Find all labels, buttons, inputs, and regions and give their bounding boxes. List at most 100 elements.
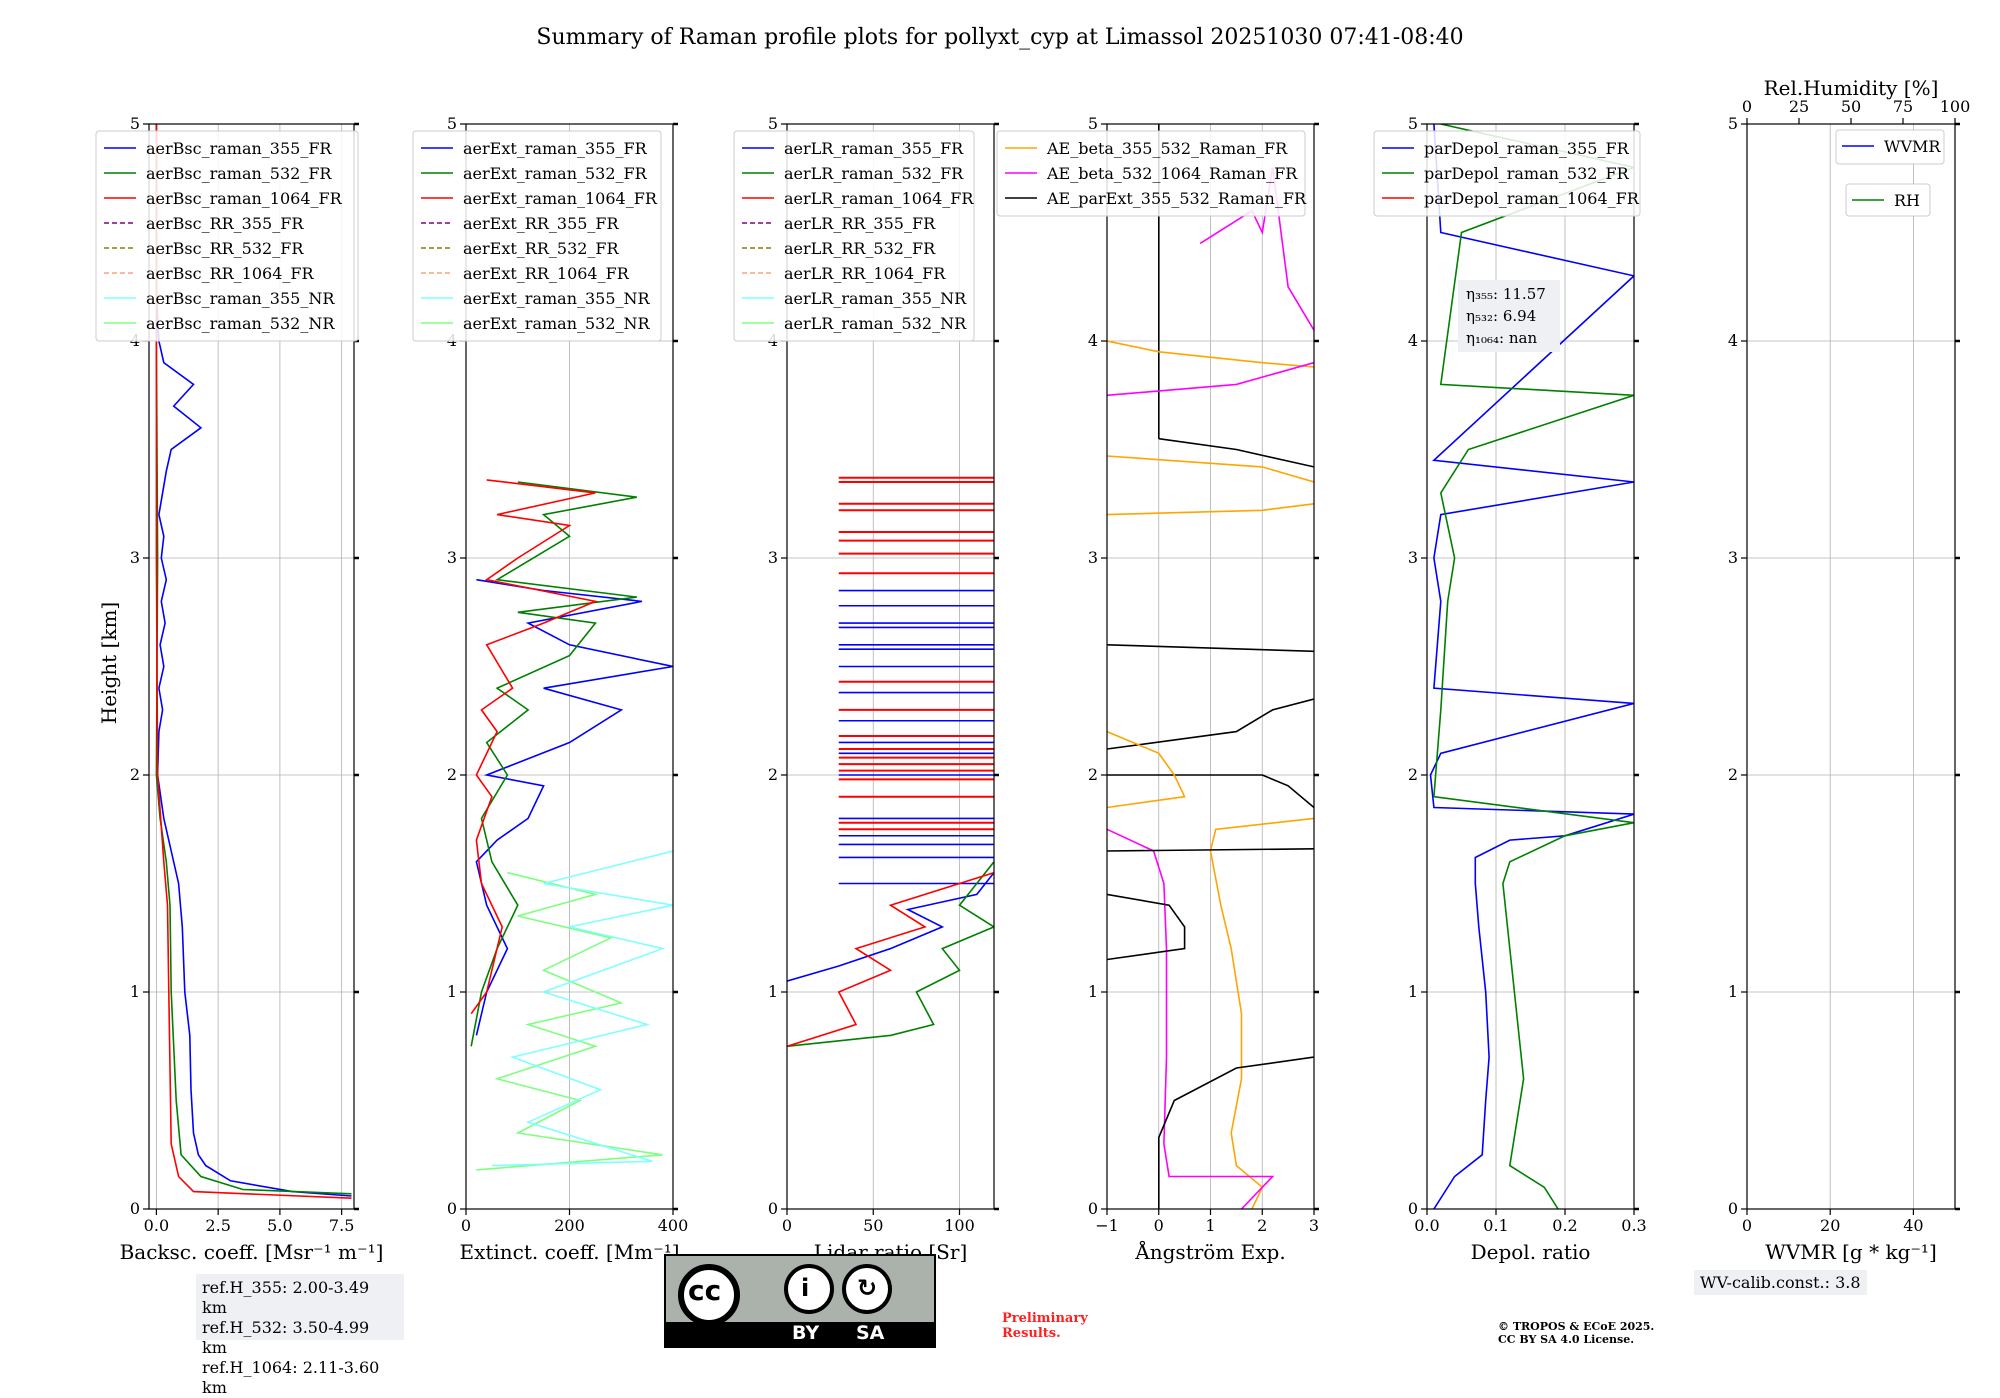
legend-label: aerBsc_raman_355_FR	[146, 139, 332, 158]
legend-label: aerLR_raman_355_NR	[784, 289, 967, 308]
y-tick-label: 0	[1728, 1199, 1738, 1218]
legend: aerLR_raman_355_FR aerLR_raman_532_FR aerL…	[733, 130, 975, 342]
legend-label: aerExt_raman_532_FR	[463, 164, 648, 183]
series-line-AE_parExt_355_532_Raman_FR	[1158, 1056, 1314, 1209]
panel-depol: 0.0 0.1 0.2 0.3 0 1 2 3 4 5 Depol. ratio parDepol_r…	[1373, 114, 1647, 1264]
legend-label: RH	[1894, 191, 1920, 210]
y-tick-label: 2	[1088, 765, 1098, 784]
x-tick-label: 2	[1257, 1216, 1267, 1235]
x-tick-label: 5.0	[267, 1216, 292, 1235]
legend-label: aerExt_RR_1064_FR	[463, 264, 630, 283]
cc-sa-label: SA	[856, 1322, 885, 1344]
panel-bsc: 0.02.55.07.5012345Backsc. coeff. [Msr⁻¹ …	[95, 114, 384, 1264]
series-line-aerBsc_raman_355_FR	[155, 124, 352, 1197]
x-tick-label: 40	[1903, 1216, 1923, 1235]
x-tick-label: 0.0	[144, 1216, 169, 1235]
series-line-aerExt_raman_532_FR	[470, 481, 637, 1047]
top-x-tick-label: 50	[1841, 97, 1861, 116]
y-tick-label: 5	[1408, 114, 1418, 133]
series-line-AE_beta_355_532_Raman_FR	[1209, 817, 1314, 1209]
x-tick-label: 0.3	[1621, 1216, 1646, 1235]
x-axis-label: Ångström Exp.	[1134, 1239, 1285, 1264]
series-line-parDepol_raman_355_FR	[1429, 124, 1634, 1209]
panel-wv: 0 20 40 0 1 2 3 4 5 WVMR [g * kg⁻¹] 0 25 50 75 100Rel.…	[1728, 76, 1970, 1264]
series-line-AE_parExt_355_532_Raman_FR_b	[1107, 893, 1186, 961]
cc-license-badge: cc i ↻ BY SA	[664, 1254, 936, 1348]
x-tick-label: 20	[1820, 1216, 1840, 1235]
y-tick-label: 3	[130, 548, 140, 567]
series-line-AE_parExt_355_532_Raman_FR_d	[1107, 774, 1314, 809]
y-tick-label: 0	[130, 1199, 140, 1218]
y-tick-label: 3	[768, 548, 778, 567]
series-line-AE_beta_355_532_Raman_FR_e	[1107, 730, 1186, 809]
series-line-aerExt_raman_355_NR	[491, 850, 673, 1167]
x-axis-label: WVMR [g * kg⁻¹]	[1765, 1240, 1937, 1264]
y-tick-label: 1	[768, 982, 778, 1001]
y-tick-label: 1	[1408, 982, 1418, 1001]
y-tick-label: 2	[768, 765, 778, 784]
y-tick-label: 3	[1408, 548, 1418, 567]
legend-box	[95, 130, 359, 342]
y-tick-label: 5	[768, 114, 778, 133]
y-tick-label: 5	[130, 114, 140, 133]
series-line-AE_beta_355_532_Raman_FR_d	[1107, 340, 1314, 368]
legend-label: aerBsc_RR_355_FR	[146, 214, 304, 233]
reference-height-box: ref.H_355: 2.00-3.49 km ref.H_532: 3.50-…	[196, 1274, 404, 1397]
legend-box	[1845, 183, 1931, 217]
legend: aerExt_raman_355_FR aerExt_raman_532_FRae…	[412, 130, 662, 342]
x-tick-label: 100	[944, 1216, 975, 1235]
legend-label: aerExt_raman_355_FR	[463, 139, 648, 158]
legend-label: aerLR_raman_532_FR	[784, 164, 964, 183]
panel-ext: 0200400012345Extinct. coeff. [Mm⁻¹]aerEx…	[412, 114, 689, 1264]
legend-label: aerLR_raman_355_FR	[784, 139, 964, 158]
preliminary-line-2: Results.	[1002, 1326, 1061, 1341]
ref-h-1064: ref.H_1064: 2.11-3.60 km	[202, 1358, 380, 1397]
legend-label: AE_beta_355_532_Raman_FR	[1046, 139, 1288, 158]
y-tick-label: 0	[768, 1199, 778, 1218]
series-line-aerExt_raman_532_NR	[476, 871, 663, 1171]
legend-label: AE_parExt_355_532_Raman_FR	[1046, 189, 1307, 208]
x-axis-label: Backsc. coeff. [Msr⁻¹ m⁻¹]	[120, 1240, 384, 1264]
cc-circle-icon	[678, 1264, 740, 1326]
copyright-line-1: © TROPOS & ECoE 2025.	[1498, 1320, 1655, 1333]
share-alike-icon: ↻	[842, 1264, 892, 1314]
y-tick-label: 5	[447, 114, 457, 133]
y-tick-label: 2	[130, 765, 140, 784]
legend-label: aerLR_raman_1064_FR	[784, 189, 974, 208]
legend-label: aerExt_RR_355_FR	[463, 214, 620, 233]
series-line-aerBsc_raman_532_FR	[155, 124, 352, 1195]
panel-lr: 050100012345Lidar ratio [Sr]aerLR_raman_…	[733, 114, 999, 1264]
series-line-aerExt_raman_355_FR	[475, 578, 673, 1036]
x-tick-label: 0.0	[1414, 1216, 1439, 1235]
legend-label: aerLR_RR_355_FR	[784, 214, 936, 233]
wv-calibration-box: WV-calib.const.: 3.8	[1694, 1270, 1867, 1295]
y-tick-label: 2	[1408, 765, 1418, 784]
legend-label: aerLR_raman_532_NR	[784, 314, 967, 333]
ref-h-532: ref.H_532: 3.50-4.99 km	[202, 1318, 370, 1357]
preliminary-line-1: Preliminary	[1002, 1311, 1088, 1326]
x-tick-label: 200	[554, 1216, 585, 1235]
annotation-line: η₃₅₅: 11.57	[1466, 285, 1546, 303]
series-line-AE_beta_532_1064_Raman_FR_b	[1107, 361, 1314, 397]
legend-label: aerBsc_raman_532_FR	[146, 164, 332, 183]
x-tick-label: 3	[1309, 1216, 1319, 1235]
axes-frame	[1426, 123, 1635, 1210]
legend-label: aerExt_raman_355_NR	[463, 289, 651, 308]
figure: Summary of Raman profile plots for polly…	[95, 25, 1970, 1264]
y-tick-label: 4	[1408, 331, 1418, 350]
x-tick-label: 0	[1742, 1216, 1752, 1235]
legend-box	[412, 130, 662, 342]
top-x-tick-label: 25	[1789, 97, 1809, 116]
x-tick-label: 400	[658, 1216, 689, 1235]
annotation-box	[1458, 280, 1560, 352]
series-line-aerBsc_raman_1064_FR	[155, 124, 352, 1199]
series-line-aerLR_raman_355_FR	[787, 872, 994, 982]
y-tick-label: 5	[1088, 114, 1098, 133]
x-tick-label: 0	[782, 1216, 792, 1235]
legend-label: aerExt_RR_532_FR	[463, 239, 620, 258]
y-tick-label: 3	[1088, 548, 1098, 567]
legend: WVMR RH	[1835, 129, 1945, 217]
series-line-AE_beta_532_1064_Raman_FR	[1107, 828, 1275, 1209]
legend: aerBsc_raman_355_FR aerBsc_raman_532_FRae…	[95, 130, 359, 342]
y-tick-label: 3	[1728, 548, 1738, 567]
